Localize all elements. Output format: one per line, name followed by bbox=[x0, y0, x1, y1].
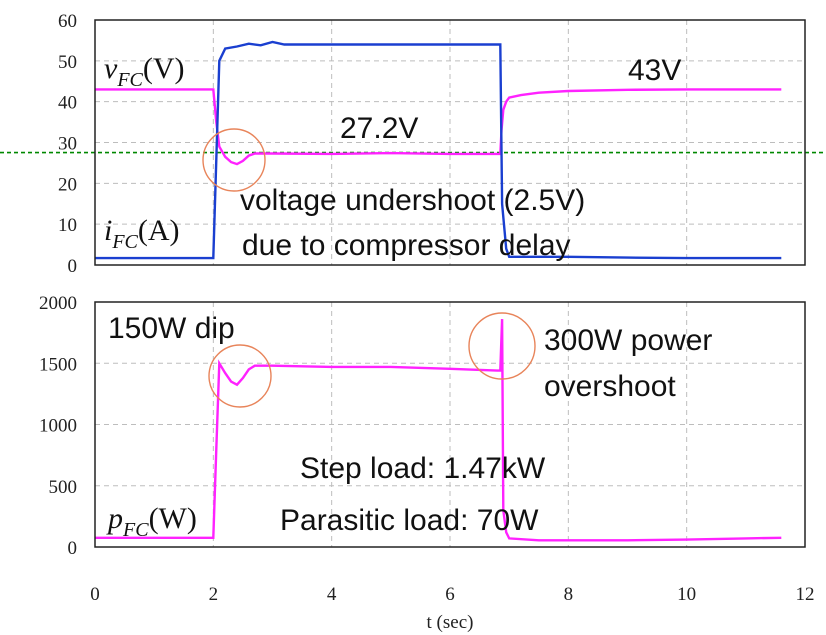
x-tick-label: 8 bbox=[564, 584, 574, 605]
x-tick-label: 12 bbox=[796, 584, 815, 605]
top-y-tick-label: 0 bbox=[68, 256, 78, 277]
power-series-label: pFC(W) bbox=[106, 502, 197, 541]
annotation-300w-power: 300W power bbox=[544, 324, 712, 357]
top-y-tick-label: 20 bbox=[58, 174, 77, 195]
annotation-undershoot: voltage undershoot (2.5V) bbox=[240, 184, 585, 217]
x-tick-label: 10 bbox=[677, 584, 696, 605]
undershoot-circle bbox=[202, 128, 266, 192]
x-tick-labels: 0 2 4 6 8 10 12 bbox=[90, 584, 814, 605]
annotation-compressor-delay: due to compressor delay bbox=[242, 229, 571, 262]
current-series-label: iFC(A) bbox=[104, 214, 180, 253]
annotation-overshoot: overshoot bbox=[544, 370, 676, 403]
annotation-parasitic-load: Parasitic load: 70W bbox=[280, 504, 539, 537]
bottom-y-tick-label: 500 bbox=[49, 477, 78, 498]
voltage-series-label: vFC(V) bbox=[104, 52, 185, 91]
bottom-y-tick-label: 1000 bbox=[39, 416, 77, 437]
bottom-y-tick-label: 2000 bbox=[39, 293, 77, 314]
bottom-y-tick-label: 0 bbox=[68, 538, 78, 559]
bottom-y-tick-labels: 0 500 1000 1500 2000 bbox=[39, 293, 77, 559]
top-y-tick-label: 40 bbox=[58, 93, 77, 114]
bottom-plot-frame bbox=[94, 301, 806, 548]
x-tick-label: 4 bbox=[327, 584, 337, 605]
top-y-tick-label: 10 bbox=[58, 215, 77, 236]
x-axis-label: t (sec) bbox=[427, 612, 474, 633]
x-tick-label: 2 bbox=[209, 584, 219, 605]
top-y-tick-label: 60 bbox=[58, 11, 77, 32]
annotation-150w-dip: 150W dip bbox=[108, 312, 235, 345]
annotation-43v: 43V bbox=[628, 54, 681, 87]
bottom-grid bbox=[95, 302, 805, 547]
x-tick-label: 0 bbox=[90, 584, 100, 605]
top-y-tick-label: 30 bbox=[58, 134, 77, 155]
annotation-step-load: Step load: 1.47kW bbox=[300, 452, 546, 485]
bottom-panel: 0 500 1000 1500 2000 0 2 4 6 8 10 12 pFC(W) 150W d… bbox=[39, 293, 815, 633]
voltage-series-line bbox=[95, 88, 782, 166]
power-series-line bbox=[95, 319, 782, 542]
top-panel: 0 10 20 30 40 50 60 vFC(V) iFC(A) 27.2V 43V vo… bbox=[0, 11, 826, 277]
top-y-tick-labels: 0 10 20 30 40 50 60 bbox=[58, 11, 77, 277]
top-plot-frame bbox=[94, 19, 806, 266]
bottom-y-tick-label: 1500 bbox=[39, 354, 77, 375]
x-tick-label: 6 bbox=[445, 584, 455, 605]
overshoot-circle bbox=[468, 312, 536, 380]
current-series-line bbox=[95, 40, 782, 260]
dip-circle bbox=[208, 344, 272, 408]
annotation-27v: 27.2V bbox=[340, 112, 418, 145]
top-y-tick-label: 50 bbox=[58, 52, 77, 73]
